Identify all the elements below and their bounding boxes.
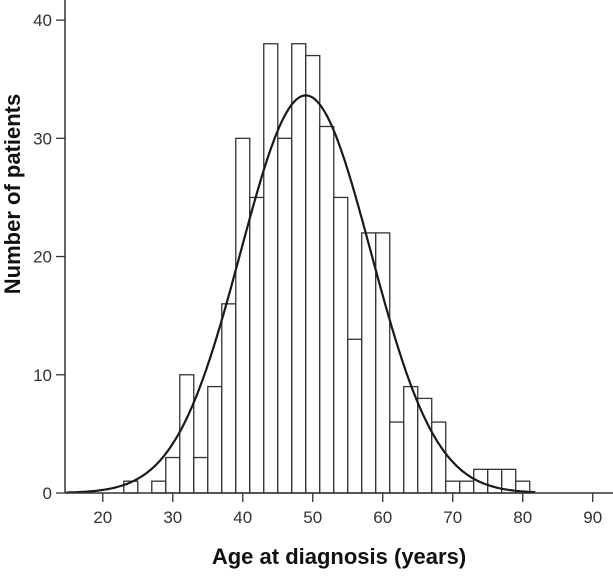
histogram-bar [207,385,223,494]
histogram-bar [249,196,265,494]
histogram-bar [221,303,237,494]
x-tick-label: 50 [303,508,322,527]
bars-group [123,43,531,494]
y-axis-label: Number of patients [0,94,25,294]
x-tick-label: 20 [93,508,112,527]
histogram-bar [431,421,447,494]
y-tick-label: 0 [43,484,52,503]
histogram-bar [375,232,391,494]
histogram-bar [333,196,349,494]
y-tick-label: 20 [33,248,52,267]
x-tick-label: 30 [163,508,182,527]
x-tick-label: 60 [373,508,392,527]
x-tick-label: 70 [443,508,462,527]
y-ticks: 0 10 20 30 40 [33,11,65,503]
normal-curve [66,94,536,494]
y-tick-label: 10 [33,366,52,385]
histogram-bar [165,456,181,494]
histogram-bar [319,125,335,494]
histogram-bar [263,43,279,494]
histogram-bar [445,480,461,494]
histogram-bar [403,385,419,494]
x-axis-label: Age at diagnosis (years) [212,544,466,569]
histogram-bar [235,137,251,494]
histogram-bar [305,54,321,494]
histogram-bar [179,374,195,494]
histogram-bar [417,397,433,494]
histogram-bar [487,468,503,494]
x-tick-label: 90 [583,508,602,527]
histogram-bar [151,480,167,494]
x-tick-label: 80 [513,508,532,527]
histogram-bar [193,456,209,494]
y-tick-label: 30 [33,129,52,148]
x-tick-label: 40 [233,508,252,527]
y-tick-label: 40 [33,11,52,30]
histogram-bar [389,421,405,494]
x-ticks: 20 30 40 50 60 70 80 90 [93,493,602,527]
histogram-bar [277,137,293,494]
histogram-bar [361,232,377,494]
histogram-bar [291,43,307,494]
histogram-bar [347,338,363,494]
histogram-bar [459,480,475,494]
